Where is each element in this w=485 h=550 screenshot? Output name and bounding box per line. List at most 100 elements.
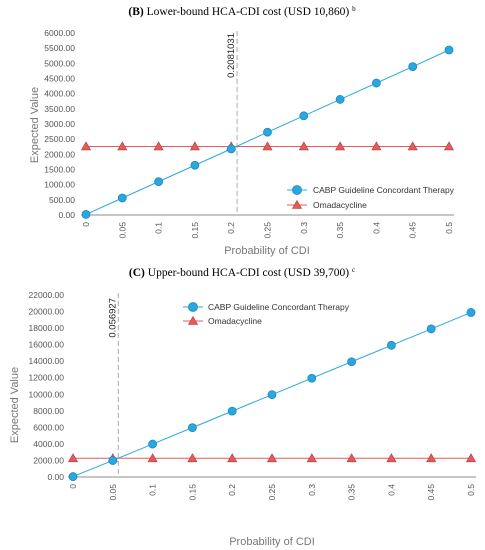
x-tick-label: 0.3	[299, 222, 309, 234]
y-tick-label: 6000.00	[44, 28, 75, 38]
y-tick-label: 12000.00	[29, 373, 65, 383]
data-point-omadacycline	[371, 141, 382, 151]
y-tick-label: 2000.00	[44, 149, 75, 159]
data-point-cabp	[444, 45, 454, 55]
y-tick-label: 0.00	[47, 472, 64, 482]
data-point-omadacycline	[262, 141, 273, 151]
legend-label-cabp: CABP Guideline Concordant Therapy	[313, 185, 455, 195]
y-tick-label: 5500.00	[44, 43, 75, 53]
data-point-cabp	[386, 340, 396, 350]
data-point-omadacycline	[407, 141, 418, 151]
data-point-cabp	[81, 209, 91, 219]
y-tick-label: 1000.00	[44, 180, 75, 190]
data-point-cabp	[426, 324, 436, 334]
y-tick-label: 4000.00	[44, 89, 75, 99]
y-tick-label: 4500.00	[44, 74, 75, 84]
data-point-cabp	[347, 357, 357, 367]
data-point-cabp	[371, 78, 381, 88]
data-point-cabp	[466, 308, 476, 317]
x-tick-labels: 0 0.05 0.1 0.15 0.2 0.25 0.3 0.35 0.4 0.45 0.5	[81, 222, 454, 239]
x-tick-label: 0.45	[426, 484, 436, 501]
y-tick-label: 2000.00	[33, 455, 64, 465]
series-layer	[67, 308, 477, 481]
x-tick-label: 0	[68, 484, 78, 489]
x-tick-label: 0.35	[347, 484, 357, 501]
y-tick-label: 20000.00	[29, 307, 65, 317]
threshold-label: 0.2081031	[226, 33, 237, 78]
y-tick-label: 3000.00	[44, 119, 75, 129]
data-point-omadacycline	[335, 141, 346, 151]
y-tick-label: 8000.00	[33, 406, 64, 416]
x-tick-label: 0	[81, 222, 91, 227]
x-tick-label: 0.45	[408, 222, 418, 239]
y-tick-labels: 0.00 2000.00 4000.00 6000.00 8000.00 10000.00…	[29, 290, 65, 482]
y-tick-label: 16000.00	[29, 340, 65, 350]
legend-label-cabp: CABP Guideline Concordant Therapy	[208, 302, 350, 312]
x-tick-label: 0.15	[190, 222, 200, 239]
x-tick-labels: 0 0.05 0.1 0.15 0.2 0.25 0.3 0.35 0.4 0.45 0.5	[68, 484, 476, 501]
legend: CABP Guideline Concordant Therapy Omadac…	[183, 302, 350, 326]
x-tick-label: 0.15	[187, 484, 197, 501]
x-tick-label: 0.5	[466, 484, 476, 496]
data-point-omadacycline	[117, 141, 128, 151]
x-tick-label: 0.2	[226, 222, 236, 234]
legend-marker-cabp	[292, 185, 302, 195]
legend-marker-omadacycline	[291, 199, 303, 209]
x-axis-label: Probability of CDI	[224, 245, 310, 257]
data-point-cabp	[190, 160, 200, 170]
y-tick-label: 10000.00	[29, 389, 65, 399]
data-point-cabp	[117, 193, 127, 203]
data-point-cabp	[154, 177, 164, 187]
legend-label-omadacycline: Omadacycline	[313, 200, 367, 210]
legend-marker-cabp	[188, 302, 198, 312]
y-tick-label: 18000.00	[29, 323, 65, 333]
legend-label-omadacycline: Omadacycline	[208, 316, 262, 326]
legend: CABP Guideline Concordant Therapy Omadac…	[287, 185, 455, 210]
x-tick-label: 0.1	[148, 484, 158, 496]
x-tick-label: 0.3	[307, 484, 317, 496]
data-point-cabp	[68, 472, 78, 481]
y-tick-label: 500.00	[49, 195, 75, 205]
data-point-omadacycline	[80, 141, 92, 151]
data-point-cabp	[299, 111, 309, 121]
y-tick-label: 3500.00	[44, 104, 75, 114]
data-point-omadacycline	[346, 453, 357, 463]
data-point-omadacycline	[298, 141, 309, 151]
data-point-omadacycline	[386, 453, 397, 463]
data-point-cabp	[226, 144, 236, 154]
x-tick-label: 0.25	[263, 222, 273, 239]
x-tick-label: 0.05	[117, 222, 127, 239]
data-point-omadacycline	[227, 453, 238, 463]
data-point-omadacycline	[266, 453, 278, 463]
data-point-cabp	[187, 423, 197, 433]
data-point-cabp	[263, 127, 272, 137]
data-point-omadacycline	[153, 141, 164, 151]
x-tick-label: 0.5	[444, 222, 454, 234]
data-point-omadacycline	[67, 453, 79, 463]
y-axis-label: Expected Value	[9, 367, 21, 443]
data-point-cabp	[307, 373, 317, 383]
data-point-cabp	[148, 439, 158, 449]
y-tick-label: 22000.00	[29, 290, 65, 300]
x-tick-label: 0.4	[386, 484, 396, 496]
threshold-label: 0.056927	[107, 298, 118, 338]
x-tick-label: 0.1	[154, 222, 164, 234]
x-tick-label: 0.2	[227, 484, 237, 496]
x-tick-label: 0.4	[371, 222, 381, 234]
data-point-omadacycline	[465, 453, 477, 463]
data-point-omadacycline	[306, 453, 317, 463]
x-tick-label: 0.25	[267, 484, 277, 501]
data-point-omadacycline	[187, 453, 198, 463]
data-point-omadacycline	[189, 141, 200, 151]
data-point-cabp	[267, 390, 277, 400]
chart-title: (B) Lower-bound HCA-CDI cost (USD 10,860…	[128, 5, 356, 18]
chart-lower-bound: (B) Lower-bound HCA-CDI cost (USD 10,860…	[29, 5, 455, 257]
y-tick-label: 0.00	[58, 210, 75, 220]
data-point-cabp	[408, 62, 418, 72]
data-point-omadacycline	[426, 453, 437, 463]
y-tick-label: 6000.00	[33, 422, 64, 432]
y-axis-label: Expected Value	[29, 87, 41, 163]
y-tick-label: 1500.00	[44, 165, 75, 175]
data-point-cabp	[335, 95, 345, 104]
